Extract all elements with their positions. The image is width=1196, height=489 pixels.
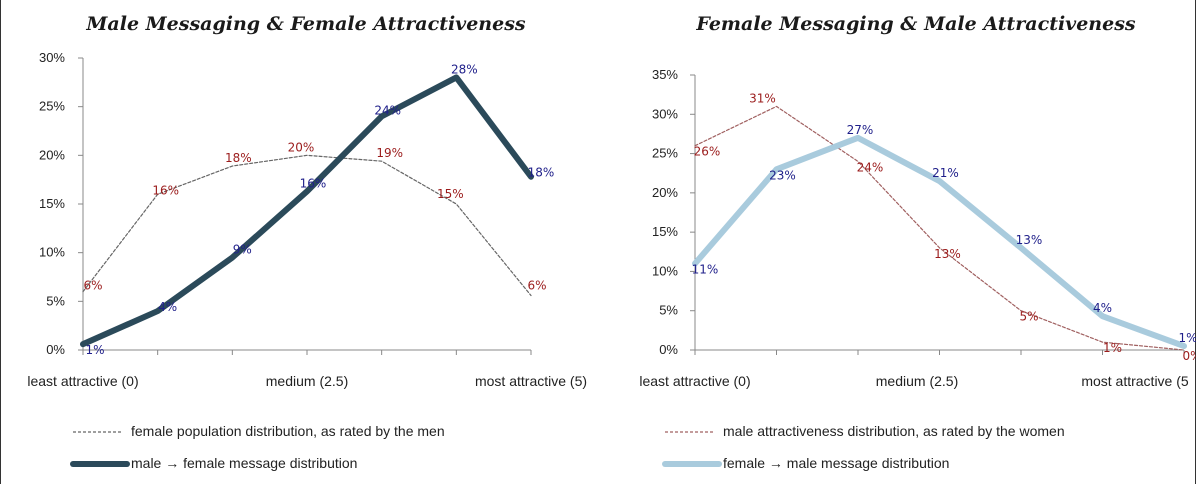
data-label: 15% [437,187,464,201]
data-label: 4% [158,300,177,314]
data-label: 16% [300,176,327,190]
y-tick-label: 0% [46,342,65,357]
y-tick-label: 20% [39,147,65,162]
data-label: 27% [847,123,874,137]
chart-1: Male Messaging & Female Attractiveness 0%… [27,13,587,471]
x-tick-label: most attractive (5) [475,373,587,389]
y-tick-label: 25% [39,99,65,114]
data-label: 23% [769,168,796,182]
y-tick-label: 5% [46,293,65,308]
solid-series-line [692,134,1187,350]
y-tick-label: 30% [39,50,65,65]
dashed-series-line [82,154,532,297]
chart-title: Female Messaging & Male Attractiveness [695,13,1136,35]
y-tick-label: 30% [652,106,678,121]
dashed-series-line [694,105,1185,351]
y-tick-label: 0% [659,342,678,357]
y-tick-label: 10% [39,245,65,260]
data-label: 6% [83,279,102,293]
chart-title: Male Messaging & Female Attractiveness [85,13,526,35]
data-label: 13% [1016,233,1043,247]
data-label: 4% [1093,301,1112,315]
data-label: 0% [1182,349,1196,363]
data-label: 1% [1103,341,1122,355]
y-tick-label: 20% [652,185,678,200]
y-tick-label: 35% [652,67,678,82]
data-label: 13% [934,247,961,261]
data-label: 21% [932,166,959,180]
data-label: 28% [451,62,478,76]
y-tick-label: 25% [652,146,678,161]
y-tick-label: 5% [659,303,678,318]
legend-label: female population distribution, as rated… [131,423,445,439]
data-label: 5% [1019,310,1038,324]
data-label: 26% [694,145,721,159]
chart-2: Female Messaging & Male Attractiveness 0%… [639,13,1196,471]
data-label: 20% [288,140,315,154]
data-label: 1% [1178,331,1196,345]
solid-series-line [80,74,534,348]
data-label: 6% [527,278,546,292]
data-label: 18% [225,151,252,165]
data-label: 24% [857,160,884,174]
x-tick-label: most attractive (5 [1081,373,1189,389]
data-label: 19% [376,146,403,160]
y-tick-label: 15% [39,196,65,211]
data-label: 31% [749,91,776,105]
x-tick-label: medium (2.5) [266,373,348,389]
data-label: 9% [233,243,252,257]
legend-label: female → male message distribution [723,455,949,471]
data-label: 16% [152,183,179,197]
legend-label: male → female message distribution [131,455,357,471]
x-tick-label: medium (2.5) [876,373,958,389]
y-tick-label: 10% [652,263,678,278]
data-label: 1% [85,343,104,357]
data-label: 18% [528,166,555,180]
legend-label: male attractiveness distribution, as rat… [723,423,1065,439]
data-label: 24% [374,103,401,117]
data-label: 11% [692,263,719,277]
x-tick-label: least attractive (0) [639,373,750,389]
x-tick-label: least attractive (0) [27,373,138,389]
y-tick-label: 15% [652,224,678,239]
